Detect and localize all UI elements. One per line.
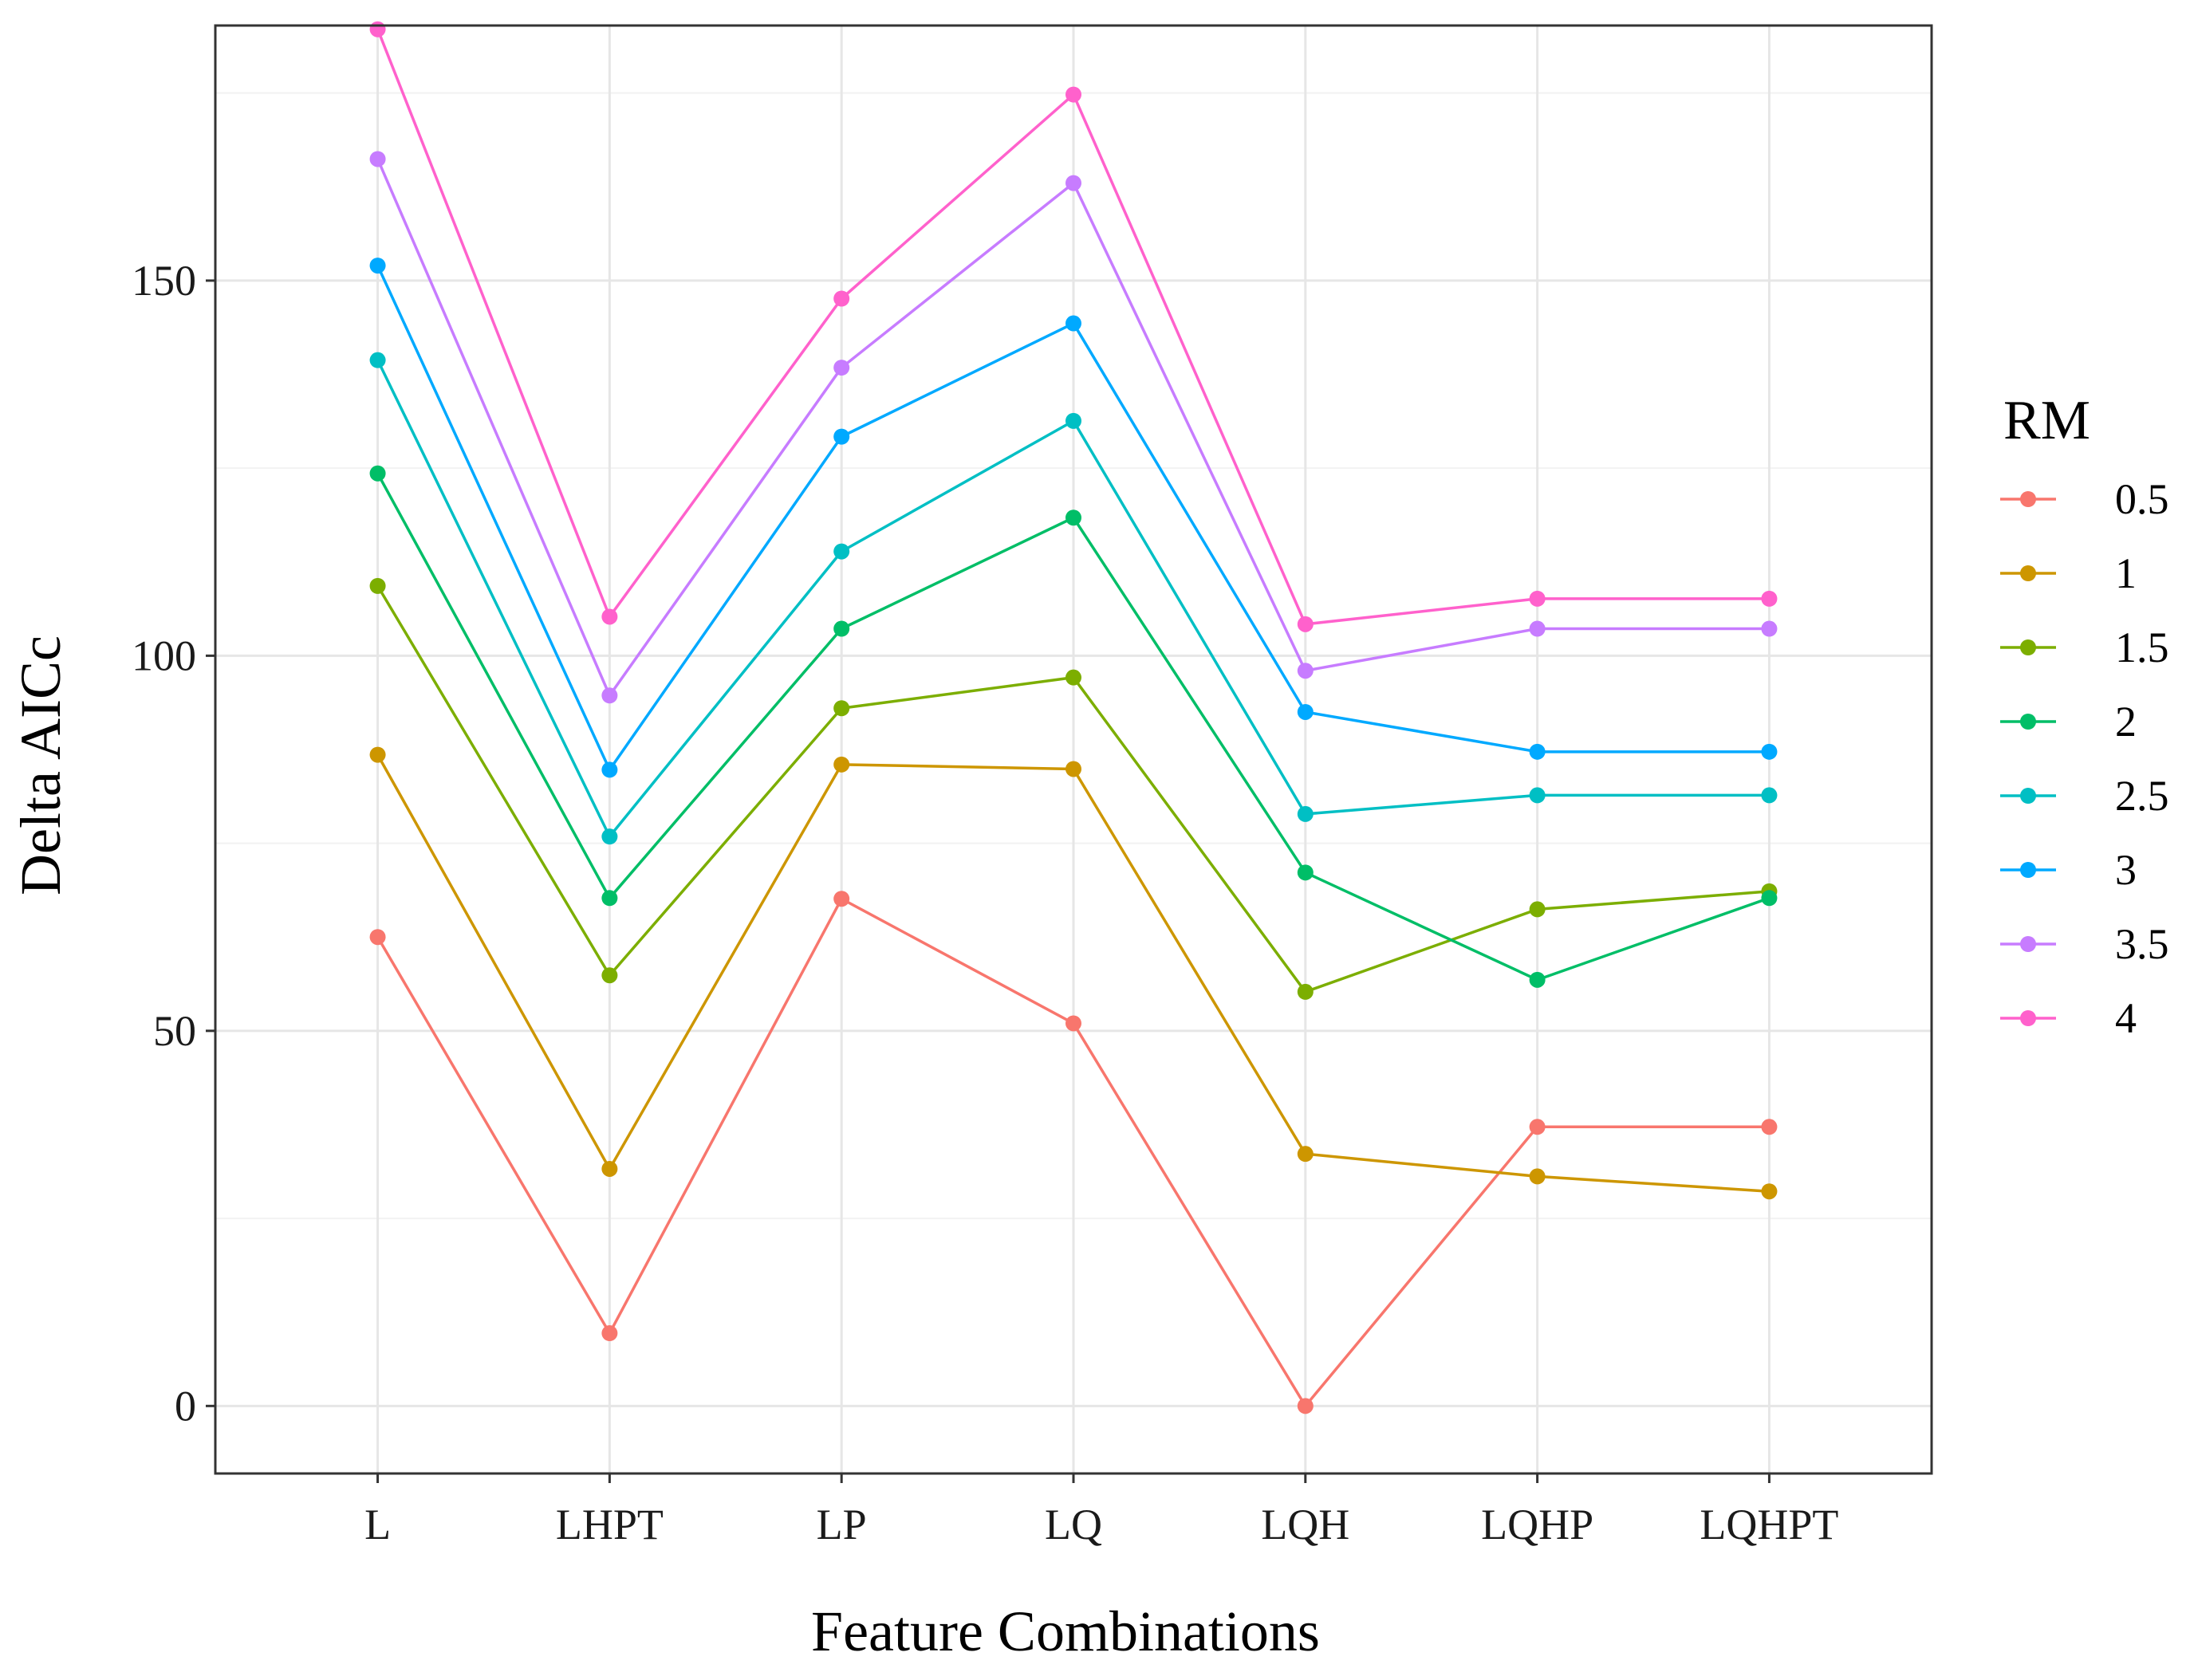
data-point-1-LHPT: [601, 1160, 618, 1177]
data-point-3-LQH: [1297, 703, 1314, 720]
x-axis-title: Feature Combinations: [811, 1599, 1320, 1663]
data-point-1.5-LHPT: [601, 967, 618, 984]
data-point-0.5-L: [369, 929, 386, 946]
data-point-2.5-LP: [833, 543, 850, 560]
data-point-2.5-L: [369, 352, 386, 368]
data-point-2.5-LQHP: [1529, 787, 1546, 804]
x-tick-label: L: [364, 1501, 391, 1548]
y-axis-title: Delta AICc: [9, 635, 73, 895]
data-point-4-LP: [833, 290, 850, 307]
data-point-0.5-LHPT: [601, 1325, 618, 1342]
data-point-1-LQHP: [1529, 1168, 1546, 1185]
data-point-1-LP: [833, 756, 850, 773]
legend: RM 0.5 1 1.5 2 2.5 3 3.5 4: [2000, 390, 2169, 1042]
x-tick-label: LQH: [1261, 1501, 1349, 1548]
legend-label-1: 1: [2115, 549, 2137, 597]
data-point-2.5-LQHPT: [1761, 787, 1778, 804]
legend-key-point-3: [2020, 862, 2036, 878]
x-tick-label: LQHP: [1481, 1501, 1593, 1548]
y-tick-label: 0: [175, 1382, 196, 1430]
legend-key-point-1: [2020, 565, 2036, 581]
data-point-3.5-LQHP: [1529, 620, 1546, 637]
data-point-4-LQH: [1297, 616, 1314, 632]
data-point-3-LHPT: [601, 761, 618, 778]
data-point-2.5-LQ: [1065, 412, 1081, 429]
data-point-3-L: [369, 258, 386, 274]
legend-label-3: 3: [2115, 846, 2137, 894]
data-point-3.5-LQHPT: [1761, 620, 1778, 637]
data-point-3.5-LP: [833, 360, 850, 376]
data-point-4-LHPT: [601, 608, 618, 625]
legend-label-0.5: 0.5: [2115, 475, 2169, 523]
data-point-3.5-LQ: [1065, 175, 1081, 191]
data-point-2-L: [369, 465, 386, 482]
legend-key-point-2.5: [2020, 788, 2036, 804]
data-point-1.5-L: [369, 577, 386, 594]
data-point-1.5-LQHP: [1529, 901, 1546, 918]
axes: 0 50 100 150 L LHPT LP LQ LQH LQHP LQHPT: [132, 257, 1838, 1548]
data-point-3.5-LQH: [1297, 663, 1314, 679]
data-point-4-LQHP: [1529, 590, 1546, 607]
data-point-3.5-L: [369, 151, 386, 167]
x-tick-label: LQ: [1045, 1501, 1102, 1548]
series-points: [369, 21, 1778, 1414]
legend-label-4: 4: [2115, 994, 2137, 1042]
data-point-2.5-LHPT: [601, 828, 618, 845]
data-point-3-LP: [833, 428, 850, 445]
data-point-2-LQH: [1297, 864, 1314, 881]
data-point-2-LQHP: [1529, 971, 1546, 988]
data-point-1-LQH: [1297, 1146, 1314, 1163]
data-point-1.5-LQ: [1065, 669, 1081, 686]
legend-label-2: 2: [2115, 698, 2137, 746]
legend-label-3.5: 3.5: [2115, 920, 2169, 968]
data-point-0.5-LP: [833, 891, 850, 907]
x-tick-label: LQHPT: [1700, 1501, 1838, 1548]
data-point-3-LQHPT: [1761, 743, 1778, 760]
legend-label-1.5: 1.5: [2115, 624, 2169, 671]
x-tick-label: LHPT: [556, 1501, 664, 1548]
legend-key-point-3.5: [2020, 936, 2036, 952]
data-point-2.5-LQH: [1297, 805, 1314, 822]
data-point-3-LQ: [1065, 315, 1081, 332]
data-point-0.5-LQH: [1297, 1398, 1314, 1414]
data-point-1.5-LQH: [1297, 983, 1314, 1000]
data-point-2-LP: [833, 620, 850, 637]
legend-key-point-4: [2020, 1010, 2036, 1026]
data-point-3.5-LHPT: [601, 687, 618, 704]
data-point-2-LQ: [1065, 510, 1081, 526]
data-point-4-LQ: [1065, 86, 1081, 103]
data-point-1.5-LP: [833, 700, 850, 717]
legend-key-point-0.5: [2020, 491, 2036, 507]
data-point-1-L: [369, 746, 386, 763]
data-point-0.5-LQHP: [1529, 1119, 1546, 1135]
x-tick-label: LP: [817, 1501, 867, 1548]
legend-label-2.5: 2.5: [2115, 772, 2169, 820]
legend-key-point-2: [2020, 714, 2036, 730]
data-point-2-LQHPT: [1761, 890, 1778, 907]
data-point-4-L: [369, 21, 386, 37]
data-point-2-LHPT: [601, 890, 618, 907]
data-point-1-LQ: [1065, 761, 1081, 777]
data-point-3-LQHP: [1529, 743, 1546, 760]
legend-title: RM: [2003, 390, 2090, 451]
data-point-0.5-LQ: [1065, 1015, 1081, 1032]
data-point-4-LQHPT: [1761, 590, 1778, 607]
y-tick-label: 150: [132, 257, 196, 305]
y-tick-label: 50: [153, 1007, 196, 1055]
y-tick-label: 100: [132, 631, 196, 679]
data-point-1-LQHPT: [1761, 1183, 1778, 1200]
legend-key-point-1.5: [2020, 639, 2036, 655]
data-point-0.5-LQHPT: [1761, 1119, 1778, 1135]
